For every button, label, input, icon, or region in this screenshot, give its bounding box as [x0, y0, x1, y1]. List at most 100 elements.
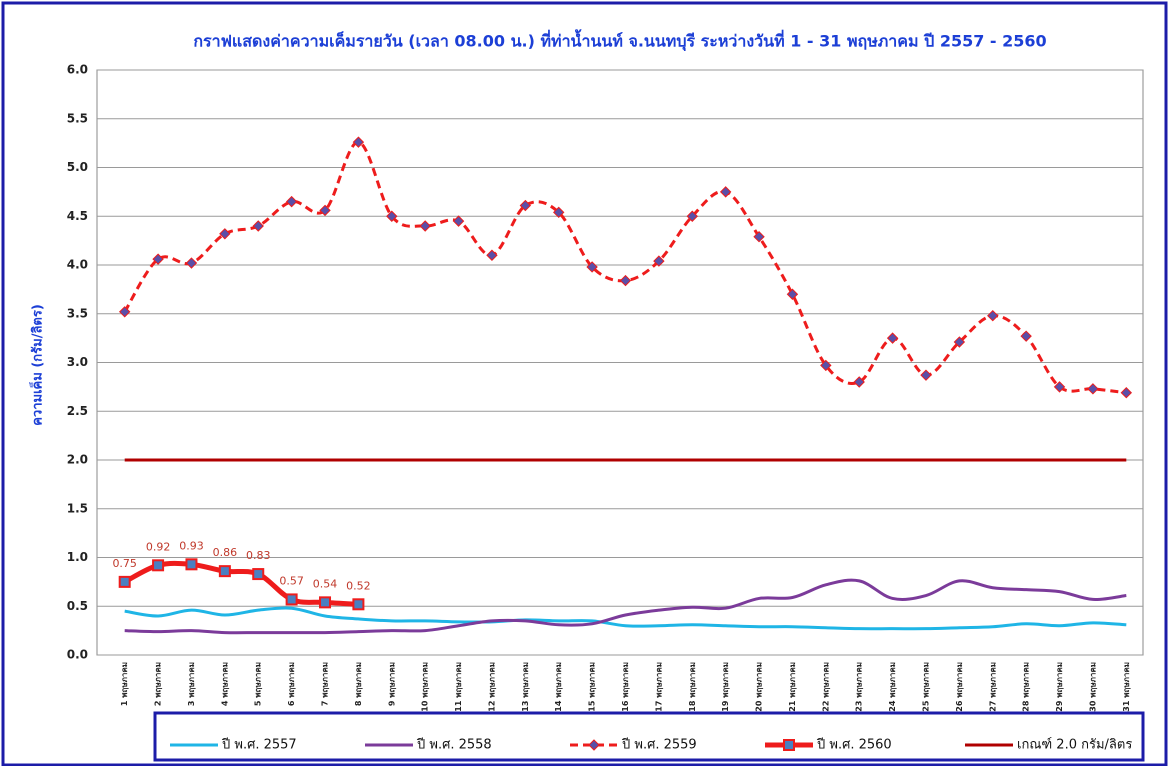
point-marker [118, 306, 131, 318]
point-marker [753, 231, 765, 243]
x-tick-label: 6 พฤษภาคม [287, 662, 296, 706]
point-marker [386, 210, 398, 222]
x-tick-label: 29 พฤษภาคม [1055, 662, 1064, 712]
legend-box [153, 711, 1145, 762]
x-tick-label: 31 พฤษภาคม [1122, 662, 1131, 712]
legend-marker [783, 739, 795, 751]
x-tick-label: 7 พฤษภาคม [321, 662, 330, 706]
point-marker [686, 210, 698, 222]
point-marker [352, 598, 365, 611]
point-marker [252, 568, 265, 581]
point-marker [219, 228, 231, 240]
point-marker [319, 204, 331, 217]
y-tick-label: 2.0 [67, 453, 88, 467]
point-marker [553, 206, 565, 219]
x-tick-label: 9 พฤษภาคม [387, 662, 396, 706]
x-tick-label: 2 พฤษภาคม [154, 662, 163, 706]
x-tick-label: 10 พฤษภาคม [421, 662, 430, 712]
y-tick-label: 6.0 [67, 63, 88, 77]
point-marker [653, 255, 665, 267]
x-tick-label: 4 พฤษภาคม [220, 662, 229, 706]
y-tick-label: 5.5 [67, 111, 88, 125]
x-tick-label: 17 พฤษภาคม [654, 662, 663, 712]
y-tick-label: 0.0 [67, 648, 88, 662]
point-marker [352, 136, 365, 148]
data-label: 0.75 [112, 557, 137, 570]
point-marker [820, 359, 832, 372]
x-tick-label: 5 พฤษภาคม [254, 662, 263, 706]
point-marker [586, 261, 598, 273]
x-tick-label: 3 พฤษภาคม [187, 662, 196, 706]
point-marker [987, 309, 999, 322]
x-tick-label: 1 พฤษภาคม [120, 662, 129, 706]
x-tick-label: 28 พฤษภาคม [1022, 662, 1031, 712]
chart-title: กราฟแสดงค่าความเค็มรายวัน (เวลา 08.00 น.… [193, 29, 1046, 52]
data-label: 0.57 [279, 574, 304, 587]
y-tick-label: 5.0 [67, 160, 88, 174]
point-marker [619, 274, 632, 287]
point-marker [152, 559, 165, 572]
x-tick-label: 13 พฤษภาคม [521, 662, 530, 712]
point-marker [719, 186, 732, 198]
data-label: 0.83 [246, 549, 271, 562]
point-marker [1087, 383, 1099, 395]
point-marker [452, 215, 465, 227]
data-label: 0.86 [213, 546, 238, 559]
x-tick-label: 16 พฤษภาคม [621, 662, 630, 712]
point-marker [1053, 381, 1066, 393]
series-line [124, 606, 1127, 631]
point-marker [252, 220, 264, 232]
x-tick-label: 11 พฤษภาคม [454, 662, 463, 712]
point-marker [419, 220, 431, 232]
point-marker [319, 596, 332, 609]
point-marker [185, 257, 198, 269]
point-marker [953, 336, 966, 348]
x-tick-label: 8 พฤษภาคม [354, 662, 363, 706]
y-tick-label: 1.5 [67, 501, 88, 515]
point-marker [152, 253, 164, 265]
point-marker [886, 332, 899, 344]
legend-label: ปี พ.ศ. 2560 [816, 737, 892, 753]
y-tick-label: 1.0 [67, 550, 88, 564]
legend-label: ปี พ.ศ. 2558 [416, 737, 492, 753]
x-tick-label: 15 พฤษภาคม [588, 662, 597, 712]
point-marker [218, 565, 231, 578]
y-tick-label: 0.5 [67, 599, 88, 613]
point-marker [519, 199, 532, 212]
x-tick-label: 14 พฤษภาคม [554, 662, 563, 712]
point-marker [285, 195, 298, 208]
y-tick-label: 2.5 [67, 404, 88, 418]
point-marker [486, 249, 498, 261]
legend-label: เกณฑ์ 2.0 กรัม/ลิตร [1017, 737, 1132, 753]
point-marker [118, 575, 131, 588]
x-tick-label: 25 พฤษภาคม [921, 662, 930, 712]
point-marker [920, 369, 932, 381]
legend-marker [588, 739, 600, 751]
y-tick-label: 3.0 [67, 355, 88, 369]
y-tick-label: 4.5 [67, 209, 88, 223]
series-line [124, 578, 1127, 635]
point-marker [853, 376, 865, 388]
point-marker [285, 593, 298, 606]
x-tick-label: 22 พฤษภาคม [821, 662, 830, 712]
x-tick-label: 27 พฤษภาคม [988, 662, 997, 712]
point-marker [1020, 330, 1032, 342]
data-label: 0.52 [346, 579, 371, 592]
x-tick-label: 18 พฤษภาคม [688, 662, 697, 712]
legend-label: ปี พ.ศ. 2557 [221, 737, 297, 753]
data-label: 0.92 [146, 540, 171, 553]
x-tick-label: 19 พฤษภาคม [721, 662, 730, 712]
x-tick-label: 20 พฤษภาคม [755, 662, 764, 712]
data-label: 0.93 [179, 539, 204, 552]
x-tick-label: 23 พฤษภาคม [855, 662, 864, 712]
point-marker [786, 288, 799, 300]
x-tick-label: 30 พฤษภาคม [1088, 662, 1097, 712]
x-tick-label: 12 พฤษภาคม [487, 662, 496, 712]
x-tick-label: 24 พฤษภาคม [888, 662, 897, 712]
x-tick-label: 26 พฤษภาคม [955, 662, 964, 712]
data-label: 0.54 [313, 577, 338, 590]
legend-label: ปี พ.ศ. 2559 [621, 737, 697, 753]
point-marker [185, 558, 198, 571]
